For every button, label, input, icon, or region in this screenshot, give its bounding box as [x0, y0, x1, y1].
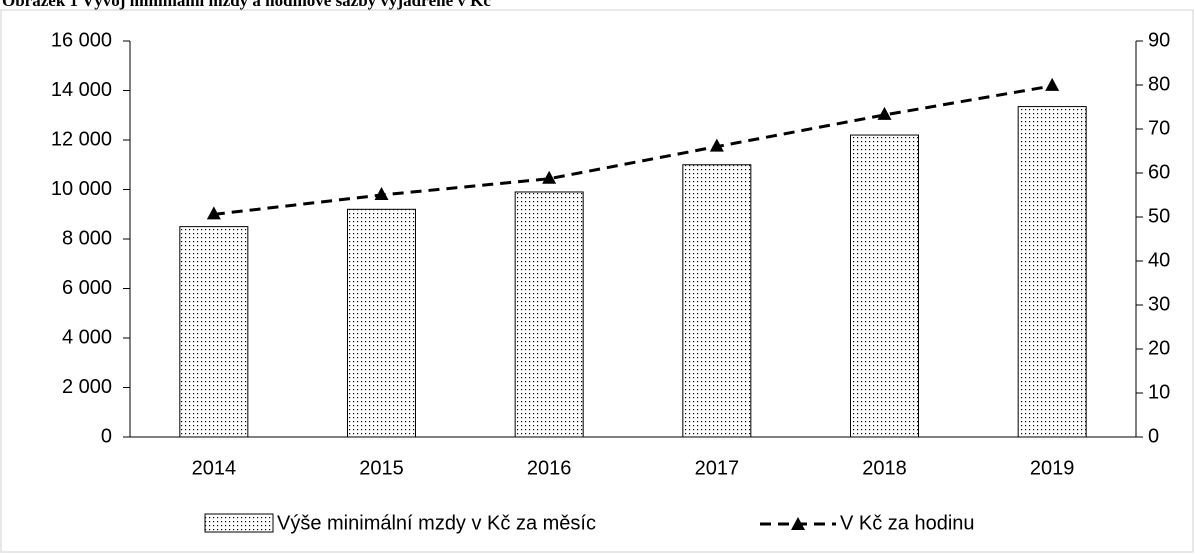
y-tick-label: 16 000 [51, 29, 112, 51]
line-marker [877, 106, 892, 120]
line-marker [542, 170, 557, 184]
x-tick-label: 2019 [1030, 457, 1075, 479]
y-tick-label: 12 000 [51, 128, 112, 150]
legend-bar-swatch [204, 513, 274, 533]
line-marker [206, 206, 221, 220]
y2-tick-label: 30 [1148, 293, 1170, 315]
bar [347, 208, 416, 438]
y2-tick-label: 10 [1148, 381, 1170, 403]
y2-tick-label: 70 [1148, 117, 1170, 139]
y-tick-label: 8 000 [62, 227, 112, 249]
y-tick-label: 6 000 [62, 277, 112, 299]
y2-tick-label: 50 [1148, 205, 1170, 227]
bar [514, 191, 584, 438]
y2-tick-label: 40 [1148, 249, 1170, 271]
bar [1017, 106, 1087, 438]
legend-label: Výše minimální mzdy v Kč za měsíc [277, 512, 596, 534]
y2-tick-label: 80 [1148, 73, 1170, 95]
chart-frame [0, 9, 1194, 553]
legend-label: V Kč za hodinu [840, 512, 975, 534]
line [213, 84, 1053, 216]
legend-marker [791, 517, 805, 530]
y2-tick-label: 20 [1148, 337, 1170, 359]
bar [682, 164, 752, 438]
x-tick-label: 2014 [192, 457, 237, 479]
y-tick-label: 14 000 [51, 79, 112, 101]
line-marker [1045, 77, 1060, 91]
chart-title: Obrázek 1 Vývoj minimální mzdy a hodinov… [2, 0, 491, 10]
y-tick-label: 2 000 [62, 376, 112, 398]
bar [179, 226, 249, 438]
y2-tick-label: 60 [1148, 161, 1170, 183]
x-tick-label: 2016 [527, 457, 572, 479]
bar [850, 134, 919, 438]
y2-tick-label: 90 [1148, 29, 1170, 51]
line-marker [374, 187, 389, 200]
legend: Výše minimální mzdy v Kč za měsíc V Kč z… [204, 512, 975, 534]
x-tick-label: 2018 [862, 457, 907, 479]
y2-tick-label: 0 [1148, 425, 1159, 447]
x-tick-label: 2017 [695, 457, 740, 479]
y-tick-label: 10 000 [51, 178, 112, 200]
x-tick-label: 2015 [359, 457, 404, 479]
y-tick-label: 4 000 [62, 326, 112, 348]
line-marker [709, 138, 724, 152]
y-tick-label: 0 [101, 425, 112, 447]
